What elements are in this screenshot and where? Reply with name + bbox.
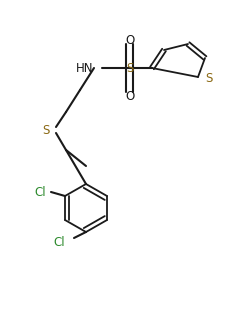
- Text: S: S: [43, 124, 50, 137]
- Text: Cl: Cl: [53, 235, 65, 248]
- Text: O: O: [125, 90, 135, 103]
- Text: Cl: Cl: [34, 185, 46, 198]
- Text: S: S: [205, 72, 212, 85]
- Text: S: S: [126, 62, 134, 75]
- Text: HN: HN: [76, 62, 93, 75]
- Text: O: O: [125, 34, 135, 47]
